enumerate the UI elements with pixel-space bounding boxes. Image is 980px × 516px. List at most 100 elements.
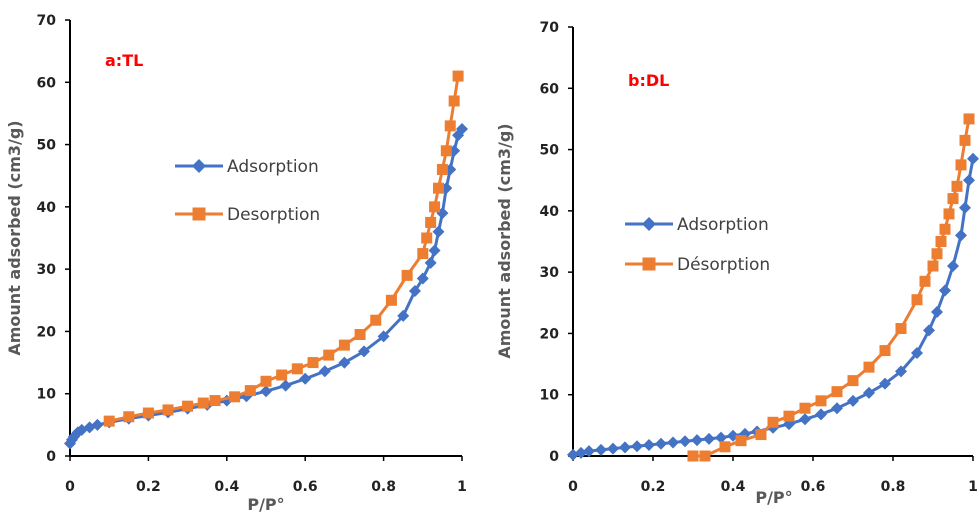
data-point xyxy=(967,152,979,165)
data-point xyxy=(385,294,397,306)
data-point xyxy=(879,377,891,390)
data-point xyxy=(377,330,390,343)
data-point xyxy=(318,365,331,378)
data-point xyxy=(291,363,303,375)
legend-marker xyxy=(642,257,656,271)
data-point xyxy=(799,402,811,414)
y-axis-title: Amount adsorbed (cm3/g) xyxy=(5,120,24,355)
data-point xyxy=(667,436,679,449)
data-point xyxy=(607,442,619,455)
data-point xyxy=(338,356,351,369)
data-point xyxy=(567,448,579,461)
y-tick-label: 50 xyxy=(540,143,560,159)
data-point xyxy=(416,272,429,285)
y-tick-label: 40 xyxy=(37,200,57,216)
legend-label: Desorption xyxy=(227,205,320,225)
data-point xyxy=(815,395,827,407)
chart-panel-a: 0 10 20 30 40 50 60 70 0 0.2 0.4 0.6 0.8 1 P/P° Amount … xyxy=(5,13,468,514)
data-point xyxy=(338,339,350,351)
data-point xyxy=(735,435,747,447)
data-point xyxy=(182,400,194,412)
data-point xyxy=(959,134,971,146)
data-point xyxy=(276,369,288,381)
data-point xyxy=(452,70,464,82)
data-point xyxy=(103,415,115,427)
data-point xyxy=(229,391,241,403)
y-tick-label: 20 xyxy=(37,324,57,340)
data-point xyxy=(931,305,943,318)
data-point xyxy=(425,216,437,228)
data-point xyxy=(260,385,272,398)
data-point xyxy=(123,411,135,423)
data-point xyxy=(847,394,859,407)
data-point xyxy=(935,236,947,247)
data-point xyxy=(424,256,437,269)
x-tick-label: 0.2 xyxy=(136,479,161,495)
data-point xyxy=(815,408,827,421)
data-point xyxy=(631,440,643,453)
chart-panel-b: 0 10 20 30 40 50 60 70 0 0.2 0.4 0.6 0.8 1 P/P° Amount … xyxy=(495,20,979,507)
y-tick-label: 60 xyxy=(37,75,57,91)
data-point xyxy=(370,314,382,326)
x-tick-label: 0.4 xyxy=(721,479,746,495)
data-point xyxy=(142,407,154,419)
data-point xyxy=(444,120,456,132)
x-axis-title: P/P° xyxy=(247,495,284,514)
data-point xyxy=(963,113,975,125)
data-point xyxy=(863,386,875,399)
legend-entry: Désorption xyxy=(625,255,770,275)
data-point xyxy=(595,443,607,456)
data-point xyxy=(619,441,631,454)
data-point xyxy=(939,284,951,297)
x-axis-title: P/P° xyxy=(755,488,792,507)
data-point xyxy=(354,329,366,341)
y-tick-label: 10 xyxy=(37,387,57,403)
data-point xyxy=(417,248,429,260)
data-point xyxy=(279,379,292,392)
series-line xyxy=(108,75,460,423)
data-point xyxy=(323,349,335,361)
y-tick-label: 30 xyxy=(540,265,560,281)
data-point xyxy=(691,434,703,447)
y-tick-label: 30 xyxy=(37,262,57,278)
data-point xyxy=(943,208,955,220)
data-point xyxy=(299,372,312,385)
y-tick-label: 50 xyxy=(37,138,57,154)
legend-entry: Adsorption xyxy=(175,157,319,177)
data-point xyxy=(939,223,951,235)
y-tick-label: 0 xyxy=(549,449,559,465)
data-point xyxy=(799,413,811,426)
legend-marker xyxy=(642,217,656,231)
data-point xyxy=(699,450,711,462)
data-point xyxy=(955,229,967,242)
data-point xyxy=(429,201,441,213)
x-tick-label: 0.6 xyxy=(293,479,318,495)
x-tick-label: 0.8 xyxy=(371,479,396,495)
y-tick-label: 10 xyxy=(540,388,560,404)
data-point xyxy=(767,416,779,428)
x-tick-label: 0.8 xyxy=(881,479,906,495)
legend-label: Adsorption xyxy=(227,157,319,177)
data-point xyxy=(703,432,715,445)
data-point xyxy=(432,182,444,194)
x-tick-label: 0.6 xyxy=(801,479,826,495)
data-point xyxy=(959,201,971,214)
panel-label: a:TL xyxy=(105,51,143,70)
data-point xyxy=(91,418,104,431)
legend-label: Adsorption xyxy=(677,215,769,235)
legend-label: Désorption xyxy=(677,255,770,275)
data-point xyxy=(911,347,923,360)
data-point xyxy=(831,402,843,415)
data-point xyxy=(715,431,727,444)
y-tick-label: 20 xyxy=(540,326,560,342)
data-point xyxy=(923,324,935,337)
series-desorption xyxy=(103,70,464,427)
x-tick-label: 0.2 xyxy=(641,479,666,495)
data-point xyxy=(955,159,967,171)
data-point xyxy=(197,397,209,409)
x-tick-label: 0 xyxy=(568,479,578,495)
data-point xyxy=(260,375,272,387)
data-point xyxy=(895,323,907,335)
data-point xyxy=(401,269,413,281)
y-tick-label: 60 xyxy=(540,81,560,97)
